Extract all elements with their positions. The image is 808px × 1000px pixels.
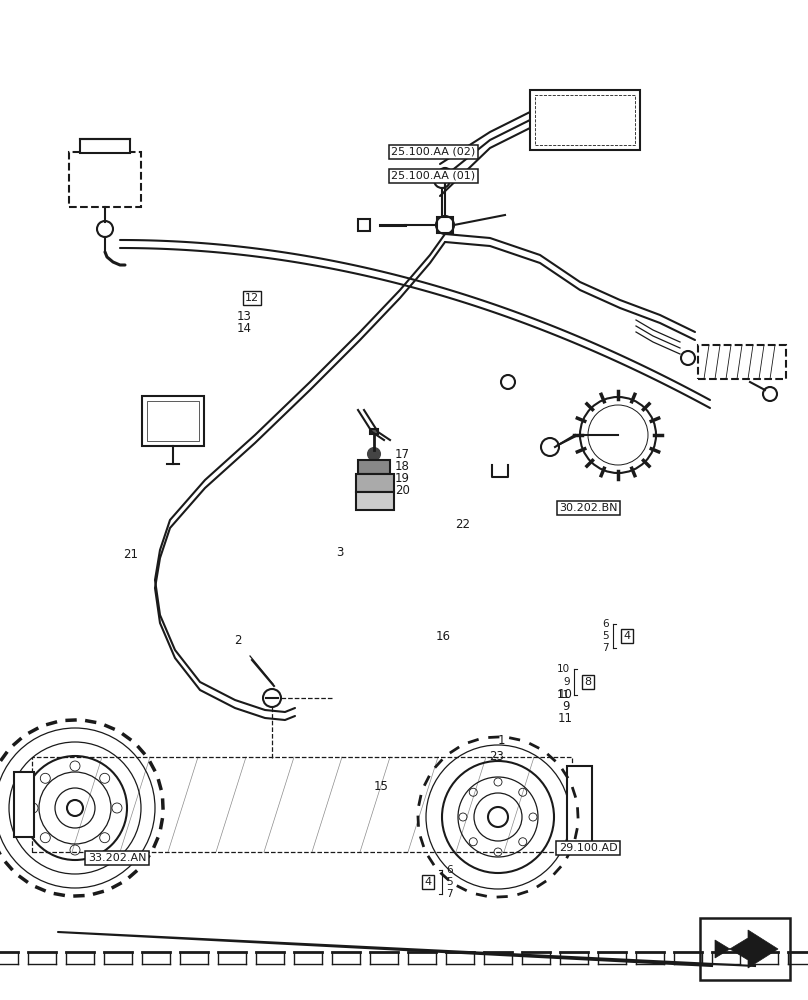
Bar bbox=[370, 429, 378, 434]
Bar bbox=[567, 766, 592, 844]
Text: 33.202.AN: 33.202.AN bbox=[88, 853, 146, 863]
Text: 3: 3 bbox=[335, 546, 343, 560]
Bar bbox=[69, 152, 141, 207]
Polygon shape bbox=[715, 930, 778, 968]
Bar bbox=[356, 492, 394, 510]
Bar bbox=[700, 918, 790, 980]
Text: 2: 2 bbox=[234, 634, 242, 647]
Bar bbox=[437, 217, 453, 233]
Text: 9: 9 bbox=[562, 700, 570, 712]
Text: 13: 13 bbox=[237, 310, 251, 323]
Text: 12: 12 bbox=[245, 293, 259, 303]
Bar bbox=[356, 474, 394, 492]
Text: 19: 19 bbox=[395, 472, 410, 485]
Text: 7: 7 bbox=[603, 643, 609, 653]
Text: 6: 6 bbox=[446, 865, 452, 875]
Text: 8: 8 bbox=[585, 677, 591, 687]
Text: 4: 4 bbox=[425, 877, 431, 887]
Bar bbox=[80, 139, 130, 153]
Bar bbox=[535, 95, 635, 145]
Text: 6: 6 bbox=[603, 619, 609, 629]
Bar bbox=[32, 757, 572, 852]
Text: 7: 7 bbox=[446, 889, 452, 899]
Bar bbox=[358, 460, 390, 474]
Bar bbox=[530, 90, 640, 150]
Text: 17: 17 bbox=[395, 448, 410, 460]
Text: 5: 5 bbox=[446, 877, 452, 887]
Text: 21: 21 bbox=[124, 548, 138, 560]
Text: 29.100.AD: 29.100.AD bbox=[559, 843, 617, 853]
Text: 30.202.BN: 30.202.BN bbox=[559, 503, 617, 513]
Circle shape bbox=[368, 448, 380, 460]
Text: 11: 11 bbox=[557, 690, 570, 700]
Text: 20: 20 bbox=[395, 484, 410, 496]
Text: 18: 18 bbox=[395, 460, 410, 473]
Text: 25.100.AA (02): 25.100.AA (02) bbox=[391, 147, 475, 157]
Text: 5: 5 bbox=[603, 631, 609, 641]
Bar bbox=[142, 396, 204, 446]
Text: 22: 22 bbox=[455, 518, 469, 530]
Bar bbox=[698, 345, 786, 379]
Bar bbox=[14, 772, 34, 837]
Bar bbox=[147, 401, 199, 441]
Text: 14: 14 bbox=[237, 322, 251, 335]
Text: 10: 10 bbox=[557, 664, 570, 674]
Bar bbox=[358, 219, 370, 231]
Text: 16: 16 bbox=[436, 630, 450, 643]
Text: 1: 1 bbox=[497, 734, 505, 746]
Text: 10: 10 bbox=[558, 688, 573, 700]
Text: 23: 23 bbox=[489, 750, 503, 762]
Text: 9: 9 bbox=[564, 677, 570, 687]
Text: 4: 4 bbox=[624, 631, 630, 641]
Text: 11: 11 bbox=[558, 712, 573, 724]
Text: 15: 15 bbox=[374, 780, 389, 792]
Text: 25.100.AA (01): 25.100.AA (01) bbox=[391, 171, 475, 181]
